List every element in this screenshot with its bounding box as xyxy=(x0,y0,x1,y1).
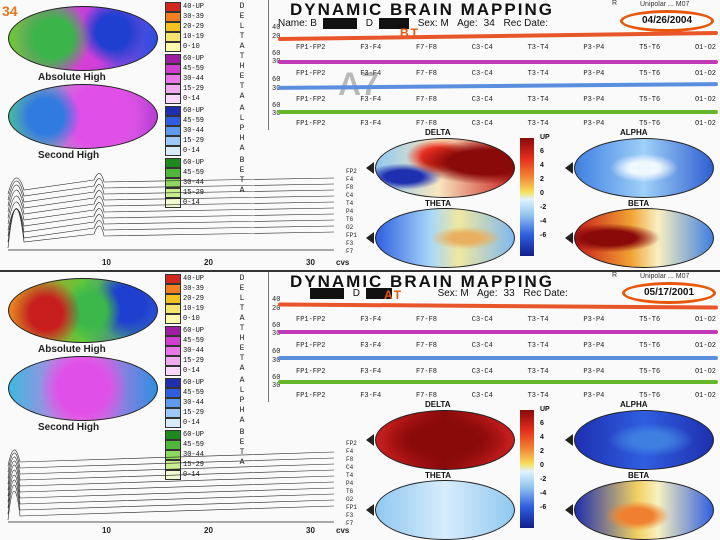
patient-info: D Sex: M Age: 33 Rec Date: xyxy=(310,288,574,299)
theta-topomap xyxy=(375,208,515,268)
band-letters-beta: B E T A xyxy=(239,156,245,195)
band-letters-alpha: A L P H A xyxy=(239,104,245,153)
divider xyxy=(268,0,269,130)
spectrum-plot xyxy=(7,449,335,523)
watermark: A7 xyxy=(338,66,379,102)
alpha-topomap xyxy=(574,138,714,198)
redaction xyxy=(322,18,357,29)
color-scale xyxy=(520,138,534,256)
spectrum-plot xyxy=(7,173,335,251)
delta-topomap xyxy=(375,138,515,198)
theta-trend-line xyxy=(278,60,718,64)
nose-marker xyxy=(366,162,374,174)
redaction xyxy=(378,18,409,29)
report-title: DYNAMIC BRAIN MAPPING xyxy=(290,272,554,291)
legend-alpha: 60-UP 45-59 30-44 15-29 0-14 xyxy=(165,106,235,156)
report-title: DYNAMIC BRAIN MAPPING xyxy=(290,0,554,19)
brain-map-panel-after: Absolute High Second High 40-UP 30-39 20… xyxy=(0,270,720,540)
channel-row: FP1-FP2 F3-F4 F7-F8 C3-C4 T3-T4 P3-P4 T5-T6 O1-… xyxy=(296,70,716,78)
delta-trend-line xyxy=(277,30,719,42)
second-high-map xyxy=(8,356,158,421)
alpha-trend-line xyxy=(278,356,718,360)
channel-row: FP1-FP2 F3-F4 F7-F8 C3-C4 T3-T4 P3-P4 T5-T6 O1-… xyxy=(296,120,716,128)
montage-label: Unipolar ... M07 xyxy=(640,1,690,8)
brain-map-panel-before: Absolute High Second High 40-UP 30-39 20… xyxy=(7,0,719,268)
patient-info: Name: B D Sex: M Age: 34 Rec Date: xyxy=(278,18,549,30)
map-caption-second: Second High xyxy=(38,150,100,161)
absolute-high-map xyxy=(8,278,158,343)
legend-theta: 60-UP 45-59 30-44 15-29 0-14 xyxy=(165,54,235,104)
redaction xyxy=(310,288,344,299)
band-letters-theta: T H E T A xyxy=(239,52,245,101)
theta-trend-line xyxy=(278,330,718,334)
after-treatment-marker: AT xyxy=(384,288,404,302)
legend-delta: 40-UP 30-39 20-29 10-19 0-10 xyxy=(165,2,235,52)
second-high-map xyxy=(8,84,158,149)
channel-row: FP1-FP2 F3-F4 F7-F8 C3-C4 T3-T4 P3-P4 T5-T6 O1-… xyxy=(296,44,716,52)
beta-trend-line xyxy=(278,380,718,384)
delta-topomap xyxy=(375,410,515,470)
beta-topomap xyxy=(574,480,714,540)
spectrum-channels: FP2 F4 F8 C4 T4 P4 T6 O2 FP1 F3 F7 xyxy=(346,168,357,255)
color-scale-labels: UP 6 4 2 0 -2 -4 -6 xyxy=(540,134,550,239)
beta-trend-line xyxy=(278,110,718,114)
theta-topomap xyxy=(375,480,515,540)
alpha-topomap xyxy=(574,410,714,470)
channel-row: FP1-FP2 F3-F4 F7-F8 C3-C4 T3-T4 P3-P4 T5-T6 O1-… xyxy=(296,96,716,104)
beta-topomap xyxy=(574,208,714,268)
record-date-circled: 04/26/2004 xyxy=(620,10,714,32)
absolute-high-map xyxy=(8,6,158,71)
record-date-circled: 05/17/2001 xyxy=(622,282,716,304)
map-caption-absolute: Absolute High xyxy=(38,72,106,83)
band-letters-delta: D E L T A xyxy=(239,2,245,51)
slide-number: 34 xyxy=(2,3,18,19)
redaction xyxy=(366,288,393,299)
trademark: R xyxy=(612,0,618,7)
color-scale xyxy=(520,410,534,528)
delta-trend-line xyxy=(277,302,719,310)
